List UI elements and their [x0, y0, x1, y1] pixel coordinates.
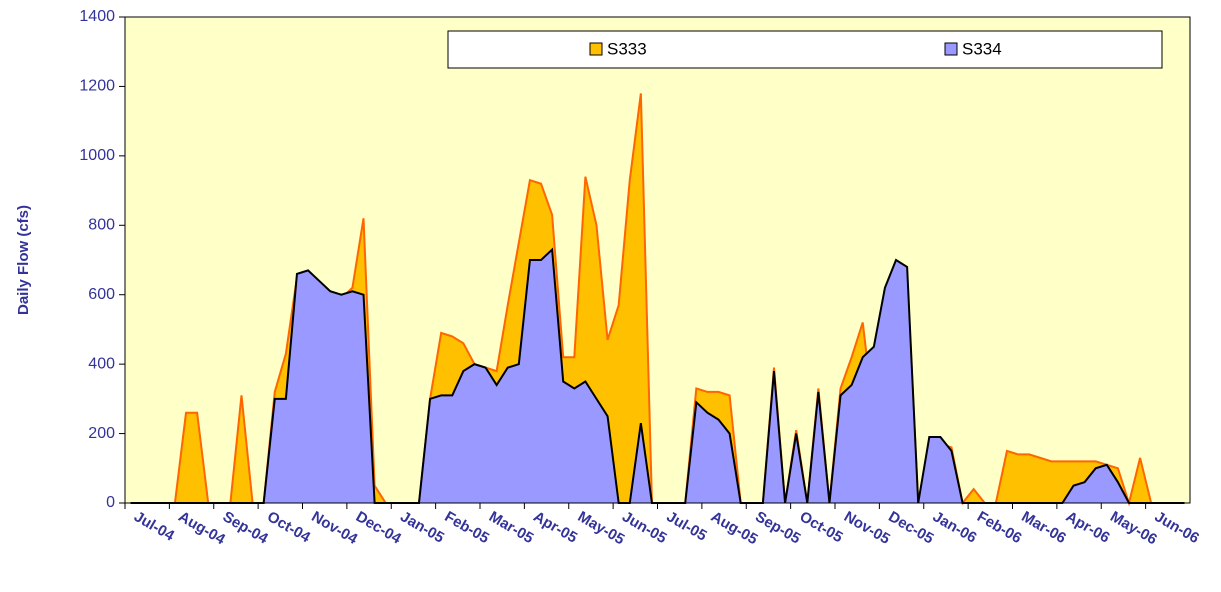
x-tick-label: Nov-05: [841, 508, 893, 548]
x-tick-label: May-06: [1107, 508, 1160, 548]
legend-label: S333: [607, 39, 647, 58]
y-tick-label: 1400: [79, 8, 115, 25]
x-tick-label: Jun-05: [619, 508, 669, 547]
x-tick-label: Mar-06: [1019, 508, 1069, 547]
x-tick-label: Jun-06: [1152, 508, 1202, 547]
x-tick-label: Oct-05: [797, 508, 846, 546]
y-tick-label: 0: [106, 494, 115, 511]
x-tick-label: Jan-05: [397, 508, 447, 546]
x-tick-label: Dec-04: [353, 508, 405, 548]
x-tick-label: Jan-06: [930, 508, 980, 546]
x-tick-label: Jul-05: [664, 508, 710, 544]
y-tick-label: 400: [88, 355, 115, 372]
x-tick-label: Aug-04: [175, 508, 228, 548]
x-tick-label: Oct-04: [264, 508, 313, 546]
y-tick-label: 1200: [79, 78, 115, 95]
y-tick-label: 1000: [79, 147, 115, 164]
x-tick-label: Apr-05: [530, 508, 580, 546]
legend: S333 S334: [447, 30, 1163, 69]
legend-swatch: [944, 42, 958, 56]
legend-label: S334: [962, 39, 1002, 58]
x-tick-label: Sep-04: [220, 508, 272, 548]
x-tick-label: Nov-04: [309, 508, 361, 548]
x-tick-label: Apr-06: [1063, 508, 1113, 546]
x-tick-label: May-05: [575, 508, 628, 548]
x-tick-label: Feb-06: [974, 508, 1024, 547]
x-tick-label: Dec-05: [885, 508, 936, 547]
x-tick-label: Aug-05: [708, 508, 761, 548]
x-tick-label: Mar-05: [486, 508, 536, 547]
y-tick-label: 200: [88, 425, 115, 442]
y-axis-label: Daily Flow (cfs): [15, 205, 32, 315]
area: [130, 249, 1185, 503]
legend-swatch: [589, 42, 603, 56]
y-tick-label: 800: [88, 217, 115, 234]
y-tick-label: 600: [88, 286, 115, 303]
x-tick-label: Feb-05: [442, 508, 492, 547]
x-tick-label: Sep-05: [752, 508, 803, 547]
legend-box: [447, 30, 1163, 69]
x-tick-label: Jul-04: [131, 508, 178, 545]
